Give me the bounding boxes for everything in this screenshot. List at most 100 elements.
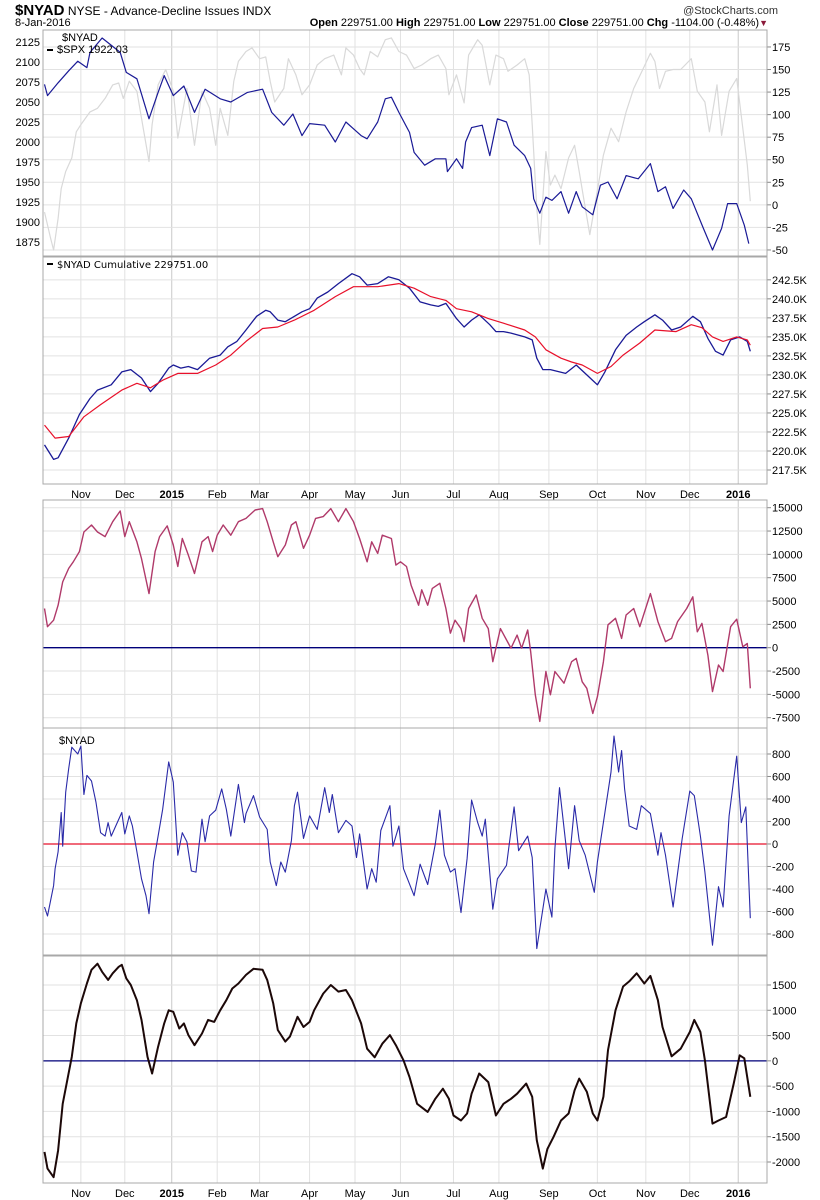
y-tick-label: 0 bbox=[772, 1056, 778, 1068]
y-tick-label: -1500 bbox=[772, 1132, 800, 1144]
change-value: -1104.00 (-0.48%) bbox=[671, 17, 760, 29]
x-tick-label: 2015 bbox=[160, 1188, 184, 1200]
y-tick-label: 100 bbox=[772, 110, 790, 122]
y-tick-label: 125 bbox=[772, 87, 790, 99]
high-label: High bbox=[395, 17, 421, 29]
chart-panel-4: 800 600 400 200 0 -200 -400 -600 -800 $NYAD bbox=[42, 727, 794, 956]
chart-panel-1: 175 150 125 100 75 50 25 0 -25 -50 2125 2100 2075 205… bbox=[16, 29, 790, 257]
y-tick-label: 222.5K bbox=[772, 427, 808, 439]
low-label: Low bbox=[478, 17, 501, 29]
left-y-tick-label: 1925 bbox=[16, 197, 40, 209]
y-tick-label: 0 bbox=[772, 200, 778, 212]
x-tick-label: Jun bbox=[392, 1188, 410, 1200]
x-tick-label: Jul bbox=[446, 1188, 460, 1200]
x-tick-label: Dec bbox=[115, 489, 135, 501]
y-tick-label: 50 bbox=[772, 155, 784, 167]
legend-entry: $NYAD bbox=[59, 735, 95, 747]
left-y-tick-label: 2000 bbox=[16, 137, 40, 149]
series-line--nyad bbox=[43, 735, 751, 950]
y-tick-label: 225.0K bbox=[772, 408, 808, 420]
y-tick-label: 227.5K bbox=[772, 389, 808, 401]
series-line-indicator bbox=[43, 507, 751, 723]
y-tick-label: -500 bbox=[772, 1081, 794, 1093]
left-y-tick-label: 2100 bbox=[16, 57, 40, 69]
y-tick-label: -5000 bbox=[772, 689, 800, 701]
x-tick-label: 2016 bbox=[726, 1188, 750, 1200]
left-y-tick-label: 1950 bbox=[16, 177, 40, 189]
x-tick-label: Nov bbox=[636, 489, 656, 501]
y-tick-label: 1000 bbox=[772, 1005, 796, 1017]
open-label: Open bbox=[309, 17, 338, 29]
chart-title: $NYAD NYSE - Advance-Decline Issues INDX bbox=[15, 2, 271, 19]
y-tick-label: 500 bbox=[772, 1031, 790, 1043]
panel-border bbox=[42, 256, 768, 485]
left-y-tick-label: 2025 bbox=[16, 117, 40, 129]
left-y-tick-label: 1975 bbox=[16, 157, 40, 169]
y-tick-label: 235.0K bbox=[772, 332, 808, 344]
x-tick-label: Feb bbox=[208, 489, 227, 501]
left-y-tick-label: 1875 bbox=[16, 237, 40, 249]
y-tick-label: 242.5K bbox=[772, 275, 808, 287]
legend-swatch bbox=[47, 263, 53, 265]
x-tick-label: Dec bbox=[680, 489, 700, 501]
down-arrow-icon: ▼ bbox=[759, 18, 768, 28]
close-value: 229751.00 bbox=[591, 17, 644, 29]
x-tick-label: Dec bbox=[115, 1188, 135, 1200]
panel-border bbox=[42, 29, 768, 257]
y-tick-label: 800 bbox=[772, 749, 790, 761]
high-value: 229751.00 bbox=[423, 17, 476, 29]
series-line--nyad bbox=[43, 37, 751, 251]
y-tick-label: 600 bbox=[772, 771, 790, 783]
x-tick-label: Oct bbox=[589, 1188, 606, 1200]
y-tick-label: 175 bbox=[772, 42, 790, 54]
y-tick-label: 0 bbox=[772, 643, 778, 655]
x-tick-label: May bbox=[345, 1188, 366, 1200]
y-tick-label: 220.0K bbox=[772, 446, 808, 458]
legend-entry: $NYAD bbox=[62, 32, 98, 44]
y-tick-label: -200 bbox=[772, 861, 794, 873]
x-tick-label: Sep bbox=[539, 1188, 559, 1200]
close-label: Close bbox=[558, 17, 589, 29]
y-tick-label: -2500 bbox=[772, 666, 800, 678]
brand-label[interactable]: @StockCharts.com bbox=[683, 5, 778, 17]
legend-swatch bbox=[47, 49, 53, 51]
y-tick-label: -50 bbox=[772, 245, 788, 257]
y-tick-label: -7500 bbox=[772, 713, 800, 725]
y-tick-label: 150 bbox=[772, 65, 790, 77]
y-tick-label: 0 bbox=[772, 839, 778, 851]
x-tick-label: Nov bbox=[636, 1188, 656, 1200]
x-tick-label: Feb bbox=[208, 1188, 227, 1200]
x-tick-label: Aug bbox=[489, 1188, 509, 1200]
panel-border bbox=[42, 499, 768, 729]
x-tick-label: Mar bbox=[250, 489, 269, 501]
chart-panel-5: 1500 1000 500 0 -500 -1000 -1500 -2000 Nov Dec 201… bbox=[42, 955, 800, 1200]
x-tick-label: Jun bbox=[392, 489, 410, 501]
y-tick-label: 400 bbox=[772, 794, 790, 806]
x-tick-label: Sep bbox=[539, 489, 559, 501]
x-tick-label: Jul bbox=[446, 489, 460, 501]
x-tick-label: 2016 bbox=[726, 489, 750, 501]
y-tick-label: -800 bbox=[772, 929, 794, 941]
x-tick-label: Nov bbox=[71, 1188, 91, 1200]
y-tick-label: 237.5K bbox=[772, 313, 808, 325]
y-tick-label: -600 bbox=[772, 906, 794, 918]
open-value: 229751.00 bbox=[340, 17, 393, 29]
left-y-tick-label: 1900 bbox=[16, 217, 40, 229]
x-tick-label: Apr bbox=[301, 489, 318, 501]
change-label: Chg bbox=[646, 17, 669, 29]
chart-date: 8-Jan-2016 bbox=[15, 17, 71, 29]
series-line--spx bbox=[43, 37, 750, 251]
symbol-description: NYSE - Advance-Decline Issues INDX bbox=[67, 4, 272, 18]
y-tick-label: 7500 bbox=[772, 573, 796, 585]
legend-entry: $SPX 1922.03 bbox=[57, 44, 128, 56]
y-tick-label: 10000 bbox=[772, 549, 803, 561]
left-y-tick-label: 2050 bbox=[16, 97, 40, 109]
left-y-tick-label: 2125 bbox=[16, 37, 40, 49]
series-line-oscillator bbox=[43, 962, 752, 1179]
x-tick-label: Oct bbox=[589, 489, 606, 501]
y-tick-label: 217.5K bbox=[772, 465, 808, 477]
x-tick-label: 2015 bbox=[160, 489, 184, 501]
panel-border bbox=[42, 727, 768, 956]
y-tick-label: -2000 bbox=[772, 1157, 800, 1169]
